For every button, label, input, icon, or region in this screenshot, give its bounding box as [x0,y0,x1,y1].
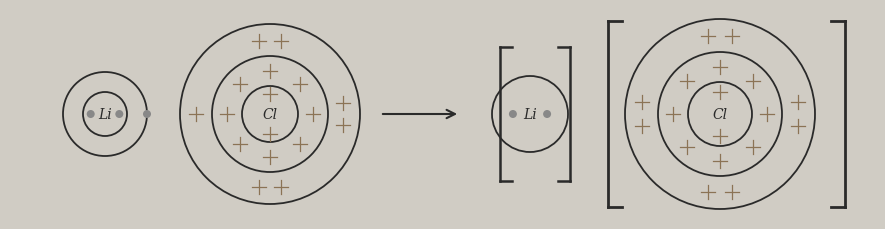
Text: Li: Li [98,108,112,121]
Text: Cl: Cl [263,108,278,121]
Text: Li: Li [523,108,537,121]
Circle shape [87,111,95,118]
Circle shape [115,111,123,118]
Circle shape [509,111,517,118]
Circle shape [543,111,551,118]
Text: Cl: Cl [712,108,727,121]
Circle shape [143,111,151,118]
